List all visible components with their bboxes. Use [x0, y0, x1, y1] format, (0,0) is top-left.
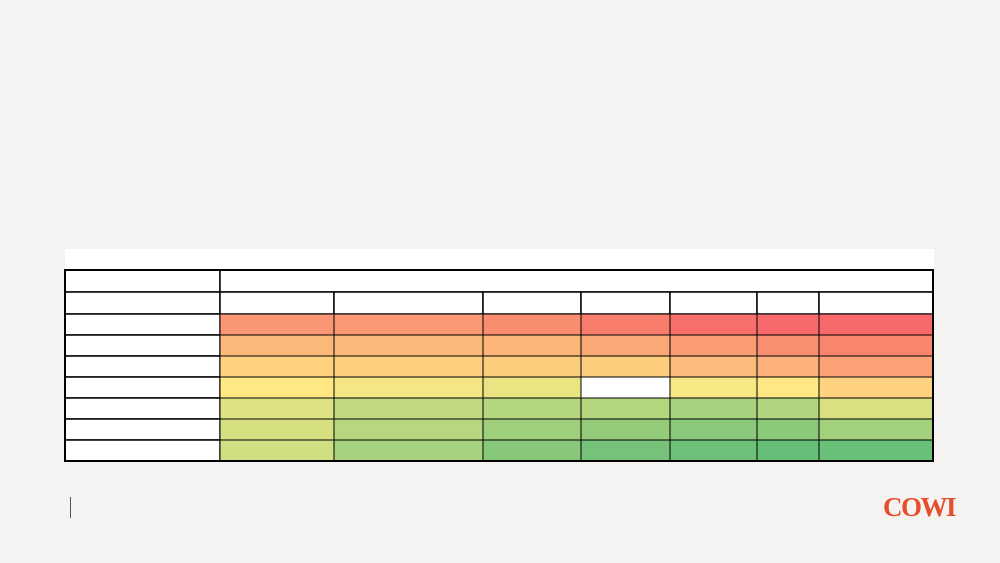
- table-border: [64, 269, 934, 462]
- heat-cell: [756, 313, 820, 336]
- heat-cell: [756, 439, 820, 462]
- heat-cell: [482, 397, 582, 420]
- heat-cell: [219, 355, 335, 378]
- heat-cell: [818, 376, 934, 399]
- heat-cell: [756, 397, 820, 420]
- row-label-cell: [64, 397, 221, 420]
- heat-cell: [818, 418, 934, 441]
- heat-cell: [818, 334, 934, 357]
- heat-cell: [219, 439, 335, 462]
- heat-cell: [482, 439, 582, 462]
- header-cell: [219, 269, 934, 293]
- heat-cell: [669, 376, 758, 399]
- heat-cell: [756, 334, 820, 357]
- heat-cell: [580, 376, 671, 399]
- heat-cell: [482, 418, 582, 441]
- heat-cell: [669, 355, 758, 378]
- heat-cell: [669, 439, 758, 462]
- heat-cell: [818, 355, 934, 378]
- heat-cell: [333, 355, 484, 378]
- heat-cell: [333, 376, 484, 399]
- heat-cell: [219, 376, 335, 399]
- heat-cell: [333, 418, 484, 441]
- header-cell: [333, 291, 484, 315]
- heat-cell: [669, 334, 758, 357]
- heat-cell: [580, 418, 671, 441]
- header-cell: [64, 291, 221, 315]
- heat-cell: [482, 376, 582, 399]
- heat-cell: [580, 397, 671, 420]
- heat-cell: [580, 334, 671, 357]
- heat-cell: [219, 418, 335, 441]
- row-label-cell: [64, 418, 221, 441]
- header-cell: [756, 291, 820, 315]
- heat-cell: [756, 355, 820, 378]
- heat-cell: [219, 334, 335, 357]
- row-label-cell: [64, 439, 221, 462]
- header-cell: [64, 269, 221, 293]
- table-caption-band: [65, 249, 934, 270]
- heat-cell: [333, 397, 484, 420]
- heat-cell: [482, 313, 582, 336]
- heat-cell: [669, 418, 758, 441]
- heat-cell: [333, 439, 484, 462]
- row-label-cell: [64, 355, 221, 378]
- heat-cell: [580, 313, 671, 336]
- heat-cell: [482, 334, 582, 357]
- heat-cell: [818, 313, 934, 336]
- heat-cell: [219, 313, 335, 336]
- header-cell: [580, 291, 671, 315]
- header-cell: [818, 291, 934, 315]
- header-cell: [219, 291, 335, 315]
- heat-cell: [219, 397, 335, 420]
- heat-cell: [669, 397, 758, 420]
- header-cell: [669, 291, 758, 315]
- heat-cell: [333, 334, 484, 357]
- table: [64, 269, 934, 462]
- heat-cell: [756, 418, 820, 441]
- heat-cell: [756, 376, 820, 399]
- header-cell: [482, 291, 582, 315]
- heat-cell: [333, 313, 484, 336]
- heat-cell: [580, 355, 671, 378]
- logo: COWI: [883, 492, 956, 522]
- row-label-cell: [64, 334, 221, 357]
- heat-cell: [669, 313, 758, 336]
- heat-cell: [580, 439, 671, 462]
- heat-cell: [818, 397, 934, 420]
- heat-cell: [482, 355, 582, 378]
- row-label-cell: [64, 376, 221, 399]
- row-label-cell: [64, 313, 221, 336]
- heat-cell: [818, 439, 934, 462]
